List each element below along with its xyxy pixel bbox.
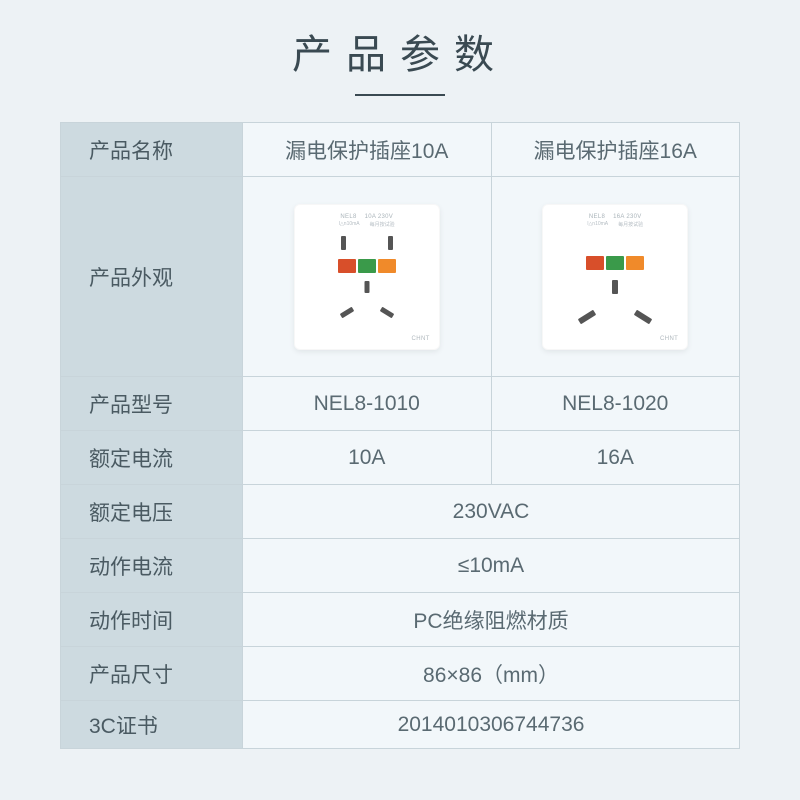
panel-text: 10A 230V [365, 214, 393, 220]
shared-action-time: PC绝缘阻燃材质 [243, 593, 740, 647]
row-rated-voltage: 额定电压 230VAC [61, 485, 740, 539]
socket-16a-illustration: NEL8 16A 230V l△n10mA 每月按试验 CHNT [542, 204, 688, 350]
row-name: 产品名称 漏电保护插座10A 漏电保护插座16A [61, 123, 740, 177]
label-model: 产品型号 [61, 377, 243, 431]
three-pin-icon [576, 280, 654, 322]
label-rated-voltage: 额定电压 [61, 485, 243, 539]
panel-text: 每月按试验 [618, 221, 643, 228]
row-action-current: 动作电流 ≤10mA [61, 539, 740, 593]
socket-10a-illustration: NEL8 10A 230V l△n10mA 每月按试验 CHNT [294, 204, 440, 350]
panel-text: NEL8 [589, 214, 605, 220]
product-1-model: NEL8-1020 [491, 377, 740, 431]
three-pin-icon [336, 281, 398, 317]
row-action-time: 动作时间 PC绝缘阻燃材质 [61, 593, 740, 647]
row-rated-current: 额定电流 10A 16A [61, 431, 740, 485]
product-0-rated-current: 10A [243, 431, 492, 485]
product-1-image-cell: NEL8 16A 230V l△n10mA 每月按试验 CHNT [491, 177, 740, 377]
label-size: 产品尺寸 [61, 647, 243, 701]
panel-text: 16A 230V [613, 214, 641, 220]
spec-table: 产品名称 漏电保护插座10A 漏电保护插座16A 产品外观 NEL8 10A 23… [60, 122, 740, 749]
indicator-buttons [586, 256, 644, 270]
row-model: 产品型号 NEL8-1010 NEL8-1020 [61, 377, 740, 431]
panel-text: NEL8 [340, 214, 356, 220]
indicator-buttons [338, 259, 396, 273]
product-1-rated-current: 16A [491, 431, 740, 485]
row-appearance: 产品外观 NEL8 10A 230V l△n10mA 每月按试验 CHNT NEL8… [61, 177, 740, 377]
brand-text: CHNT [660, 336, 678, 342]
shared-action-current: ≤10mA [243, 539, 740, 593]
brand-text: CHNT [411, 336, 429, 342]
panel-text: l△n10mA [587, 221, 608, 228]
two-pin-icon [341, 236, 393, 250]
shared-size: 86×86（mm） [243, 647, 740, 701]
shared-rated-voltage: 230VAC [243, 485, 740, 539]
label-cert: 3C证书 [61, 701, 243, 749]
label-rated-current: 额定电流 [61, 431, 243, 485]
panel-text: l△n10mA [339, 221, 360, 228]
product-1-name: 漏电保护插座16A [491, 123, 740, 177]
product-0-model: NEL8-1010 [243, 377, 492, 431]
product-0-name: 漏电保护插座10A [243, 123, 492, 177]
label-appearance: 产品外观 [61, 177, 243, 377]
title-underline [355, 94, 445, 96]
panel-text: 每月按试验 [370, 221, 395, 228]
row-size: 产品尺寸 86×86（mm） [61, 647, 740, 701]
row-cert: 3C证书 2014010306744736 [61, 701, 740, 749]
label-action-time: 动作时间 [61, 593, 243, 647]
label-name: 产品名称 [61, 123, 243, 177]
shared-cert: 2014010306744736 [243, 701, 740, 749]
page-title: 产品参数 [292, 22, 508, 80]
label-action-current: 动作电流 [61, 539, 243, 593]
product-0-image-cell: NEL8 10A 230V l△n10mA 每月按试验 CHNT [243, 177, 492, 377]
